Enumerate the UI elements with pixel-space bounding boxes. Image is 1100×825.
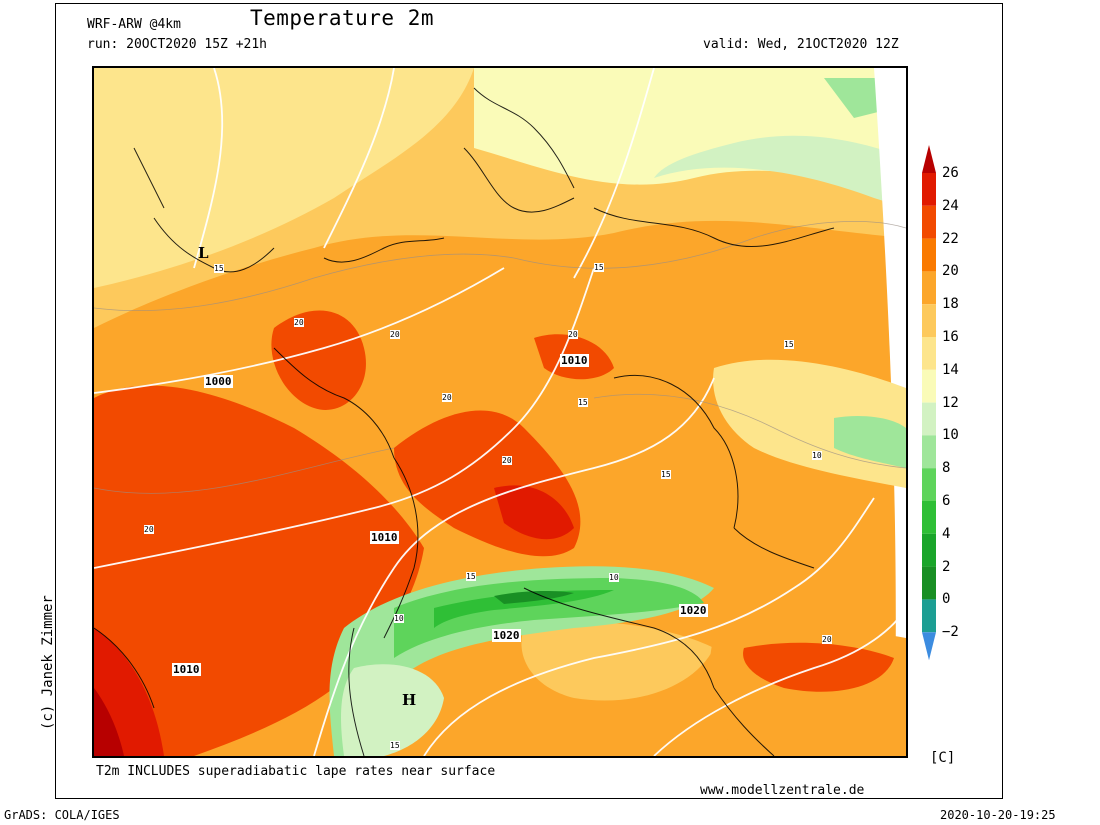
contour-label-20: 20 xyxy=(144,525,154,534)
contour-label-15: 15 xyxy=(466,572,476,581)
contour-label-15: 15 xyxy=(214,264,224,273)
legend-swatch xyxy=(922,238,936,272)
legend-swatch xyxy=(922,435,936,469)
legend-tick-label: 22 xyxy=(942,230,959,247)
isobar-label-1010-center: 1010 xyxy=(370,531,399,544)
map-title: Temperature 2m xyxy=(250,6,435,30)
legend-tick-label: 16 xyxy=(942,329,959,345)
legend-tick-label: 10 xyxy=(942,427,959,444)
contour-label-20: 20 xyxy=(502,456,512,465)
legend-swatch xyxy=(922,271,936,305)
legend-tick-label: 20 xyxy=(942,263,959,280)
contour-label-20: 20 xyxy=(390,330,400,339)
legend-tick-label: 0 xyxy=(942,591,951,608)
legend-unit: [C] xyxy=(930,750,956,766)
legend-tick-label: 14 xyxy=(942,361,959,378)
contour-label-15: 15 xyxy=(578,398,588,407)
high-pressure-marker: H xyxy=(402,691,416,709)
temperature-map: L H 1000 1010 1010 1010 1020 1020 15 15 … xyxy=(92,66,908,758)
grads-credit: GrADS: COLA/IGES xyxy=(4,808,120,822)
legend-swatch xyxy=(922,304,936,337)
legend-swatch xyxy=(922,173,936,206)
model-label: WRF-ARW @4km xyxy=(87,17,181,32)
legend-tick-label: −2 xyxy=(942,624,959,641)
website-label: www.modellzentrale.de xyxy=(700,783,865,798)
valid-label: valid: Wed, 21OCT2020 12Z xyxy=(703,37,899,52)
isobar-label-1010-north: 1010 xyxy=(560,354,589,367)
contour-label-15: 15 xyxy=(784,340,794,349)
legend-arrow-top xyxy=(922,145,936,173)
run-label: run: 20OCT2020 15Z +21h xyxy=(87,37,268,52)
isobar-label-1020-alps: 1020 xyxy=(492,629,521,642)
contour-label-20: 20 xyxy=(294,318,304,327)
legend-colorbar xyxy=(922,145,936,661)
legend-tick-label: 12 xyxy=(942,394,959,411)
isobar-label-1010-south: 1010 xyxy=(172,663,201,676)
low-pressure-marker: L xyxy=(198,244,209,262)
author-credit: (c) Janek Zimmer xyxy=(40,595,56,730)
isobar-label-1000: 1000 xyxy=(204,375,233,388)
contour-label-10: 10 xyxy=(609,573,619,582)
contour-label-15: 15 xyxy=(661,470,671,479)
isobar-label-1020-east: 1020 xyxy=(679,604,708,617)
legend-swatch xyxy=(922,533,936,567)
legend-swatch xyxy=(922,566,936,600)
contour-label-10: 10 xyxy=(394,614,404,623)
contour-label-20: 20 xyxy=(568,330,578,339)
legend-tick-label: 6 xyxy=(942,493,951,509)
legend-swatch xyxy=(922,402,936,436)
legend-tick-label: 8 xyxy=(942,460,951,477)
legend-tick-label: 2 xyxy=(942,558,951,575)
legend-tick-label: 18 xyxy=(942,296,959,313)
contour-label-20: 20 xyxy=(822,635,832,644)
legend-swatch xyxy=(922,599,936,633)
contour-label-10: 10 xyxy=(812,451,822,460)
contour-label-20: 20 xyxy=(442,393,452,402)
legend-swatch xyxy=(922,205,936,239)
legend-swatch xyxy=(922,337,936,370)
legend-swatch xyxy=(922,501,936,534)
contour-label-15: 15 xyxy=(390,741,400,750)
contour-label-15: 15 xyxy=(594,263,604,272)
color-legend xyxy=(920,145,980,675)
legend-tick-label: 26 xyxy=(942,165,959,181)
legend-tick-label: 24 xyxy=(942,197,959,214)
chart-frame xyxy=(55,3,1003,799)
legend-swatch xyxy=(922,369,936,403)
legend-arrow-bottom xyxy=(922,632,936,661)
legend-tick-label: 4 xyxy=(942,525,951,542)
timestamp: 2020-10-20-19:25 xyxy=(940,808,1056,822)
footnote: T2m INCLUDES superadiabatic lape rates n… xyxy=(96,764,496,779)
legend-swatch xyxy=(922,468,936,501)
